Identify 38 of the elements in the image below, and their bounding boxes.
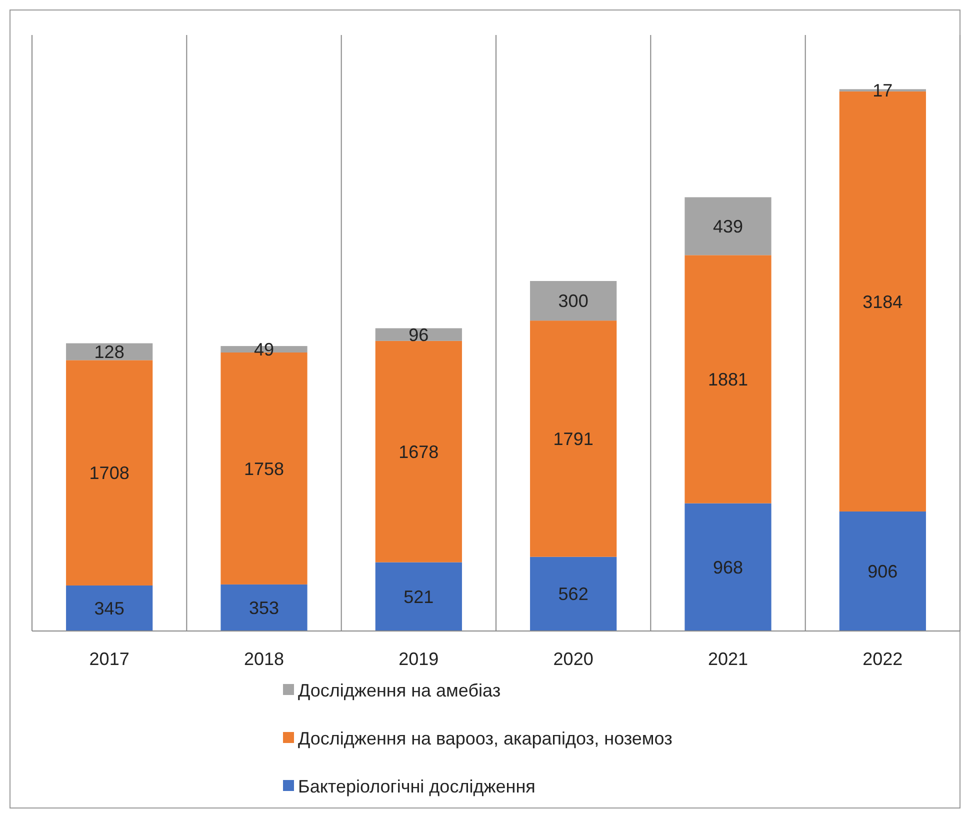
x-tick-label: 2021 (708, 649, 748, 669)
data-label: 345 (94, 598, 124, 619)
bar (684, 503, 772, 631)
data-label: 1708 (89, 463, 130, 484)
data-label: 1758 (244, 458, 284, 479)
data-label: 521 (404, 586, 434, 607)
data-label: 3184 (862, 292, 903, 312)
data-label: 96 (408, 324, 429, 345)
data-label: 1678 (398, 442, 439, 462)
data-label: 353 (248, 598, 280, 618)
bar (220, 584, 308, 631)
legend-label: Бактеріологічні дослідження (298, 776, 536, 796)
legend-label: Дослідження на амебіаз (298, 680, 501, 700)
data-label: 128 (94, 342, 124, 362)
bar (375, 562, 462, 631)
x-tick-label: 2020 (553, 649, 594, 669)
x-tick-label: 2018 (244, 649, 284, 669)
data-label: 562 (558, 584, 588, 604)
data-label: 300 (558, 291, 588, 312)
bar (66, 585, 153, 631)
bar (375, 328, 462, 341)
data-label: 1791 (553, 429, 594, 450)
bar (684, 255, 772, 504)
legend-label: Дослідження на варооз, акарапідоз, ноземоз (298, 728, 672, 748)
bar (530, 556, 617, 631)
x-tick-label: 2022 (862, 649, 903, 669)
x-tick-label: 2019 (398, 649, 439, 669)
bar (66, 360, 153, 586)
data-label: 1881 (708, 370, 748, 390)
data-label: 906 (868, 562, 898, 582)
bar (839, 511, 926, 631)
data-label: 968 (712, 557, 744, 578)
bar (375, 340, 462, 562)
bar (684, 197, 772, 256)
x-tick-label: 2017 (89, 649, 130, 669)
bar (530, 281, 617, 321)
data-label: 439 (712, 216, 744, 236)
bar (530, 320, 617, 557)
